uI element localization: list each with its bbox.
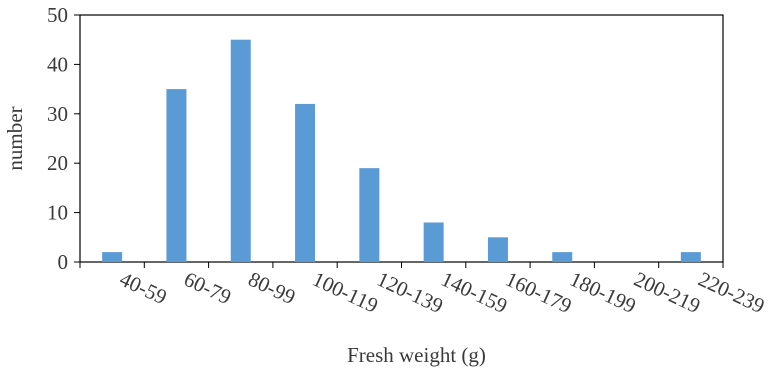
y-axis-title: number — [3, 106, 27, 170]
x-axis-title: Fresh weight (g) — [347, 343, 486, 367]
x-tick-label: 140-159 — [438, 267, 512, 318]
y-tick-label: 10 — [47, 201, 68, 225]
bar-120-139 — [359, 168, 380, 262]
bar-60-79 — [166, 89, 187, 262]
x-tick-label: 40-59 — [116, 267, 171, 309]
x-tick-label: 100-119 — [309, 267, 382, 318]
x-tick-label: 160-179 — [502, 267, 576, 318]
x-tick-label: 200-219 — [630, 267, 704, 318]
bar-40-59 — [102, 252, 123, 262]
bar-160-179 — [487, 237, 508, 262]
y-tick-label: 0 — [58, 250, 69, 274]
x-tick-label: 120-139 — [373, 267, 447, 318]
x-tick-label: 220-239 — [695, 267, 769, 318]
y-tick-label: 20 — [47, 151, 68, 175]
x-tick-label: 80-99 — [245, 267, 300, 309]
bar-80-99 — [230, 39, 251, 263]
y-tick-label: 50 — [47, 3, 68, 27]
x-tick-label: 180-199 — [566, 267, 640, 318]
bar-100-119 — [295, 103, 316, 262]
bar-220-239 — [680, 252, 701, 262]
x-tick-label: 60-79 — [180, 267, 235, 309]
y-tick-label: 40 — [47, 52, 68, 76]
y-tick-label: 30 — [47, 102, 68, 126]
bar-180-199 — [552, 252, 573, 262]
bar-140-159 — [423, 222, 444, 262]
